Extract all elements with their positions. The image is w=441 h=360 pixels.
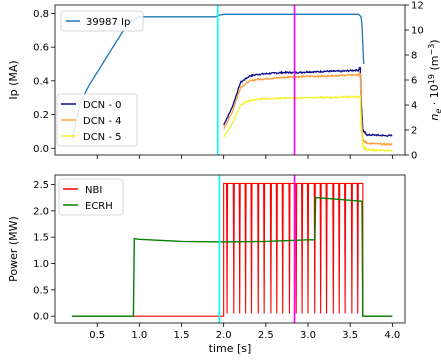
top-y-axis-label: Ip (MA) [7, 60, 20, 99]
bottom-x-tick-label: 0.5 [89, 330, 105, 341]
top-y2-tick-label: 10 [411, 26, 424, 37]
bottom-y-axis-label: Power (MW) [7, 216, 20, 282]
top-plot-area [71, 5, 393, 155]
bottom-x-tick-label: 2.0 [216, 330, 232, 341]
top-y2-tick-label: 6 [411, 76, 417, 87]
bottom-y-tick-label: 2.5 [33, 180, 49, 191]
ip-legend: 39987 Ip [60, 10, 144, 32]
bottom-x-ticks: 0.5 1.0 1.5 2.0 2.5 3.0 3.5 4.0 [89, 323, 400, 341]
top-y-tick-label: 0.0 [33, 144, 49, 155]
bottom-x-tick-label: 1.5 [174, 330, 190, 341]
bottom-y-tick-label: 2.0 [33, 206, 49, 217]
top-y-tick-label: 0.2 [33, 110, 49, 121]
series-line-ecrh [71, 196, 393, 317]
top-y2-tick-label: 4 [411, 101, 417, 112]
bottom-panel: 0.5 1.0 1.5 2.0 2.5 3.0 3.5 4.0 0.0 0.5 1.0 1.5 2.0… [7, 174, 406, 355]
top-panel: 0.0 0.2 0.4 0.6 0.8 0 2 4 6 8 10 12 Ip (MA) ne · 1… [7, 1, 441, 162]
bottom-y-tick-label: 1.0 [33, 259, 49, 270]
series-line-39987-ip [71, 13, 365, 140]
legend-label-nbi: NBI [85, 185, 102, 196]
bottom-x-tick-label: 4.0 [384, 330, 400, 341]
top-y2-ticks: 0 2 4 6 8 10 12 [405, 1, 424, 162]
legend-label-dcn-4: DCN - 4 [83, 116, 122, 127]
power-legend: NBI ECRH [58, 178, 124, 216]
bottom-x-tick-label: 3.0 [300, 330, 316, 341]
top-y-ticks: 0.0 0.2 0.4 0.6 0.8 [33, 9, 55, 155]
bottom-y-tick-label: 1.5 [33, 233, 49, 244]
top-y2-axis-label: ne · 1019 (m−3) [427, 39, 441, 120]
top-y-tick-label: 0.6 [33, 43, 49, 54]
bottom-y-tick-label: 0.0 [33, 312, 49, 323]
top-y2-tick-label: 2 [411, 126, 417, 137]
series-line-dcn-5 [223, 94, 393, 153]
top-y-tick-label: 0.4 [33, 76, 49, 87]
top-y-tick-label: 0.8 [33, 9, 49, 20]
ip-legend-box [60, 10, 144, 32]
legend-label-ip: 39987 Ip [86, 17, 130, 28]
legend-label-dcn-5: DCN - 5 [83, 132, 122, 143]
bottom-x-axis-label: time [s] [209, 342, 252, 355]
bottom-axes-frame [54, 174, 406, 324]
series-line-dcn-0 [223, 66, 393, 137]
bottom-x-tick-label: 2.5 [258, 330, 274, 341]
bottom-plot-area [71, 175, 393, 323]
top-y2-tick-label: 8 [411, 51, 417, 62]
bottom-x-tick-label: 1.0 [131, 330, 147, 341]
series-line-nbi [71, 182, 393, 317]
bottom-y-ticks: 0.0 0.5 1.0 1.5 2.0 2.5 [33, 180, 55, 323]
top-y2-tick-label: 12 [411, 1, 424, 12]
bottom-x-tick-label: 3.5 [342, 330, 358, 341]
legend-label-dcn-0: DCN - 0 [83, 100, 122, 111]
legend-label-ecrh: ECRH [85, 201, 113, 212]
dcn-legend: DCN - 0 DCN - 4 DCN - 5 [56, 93, 138, 147]
top-x-ticks [96, 155, 393, 159]
series-line-dcn-4 [223, 71, 393, 146]
dcn-legend-box [56, 93, 138, 147]
bottom-y-tick-label: 0.5 [33, 285, 49, 296]
top-y2-tick-label: 0 [411, 151, 417, 162]
power-legend-box [58, 178, 124, 216]
